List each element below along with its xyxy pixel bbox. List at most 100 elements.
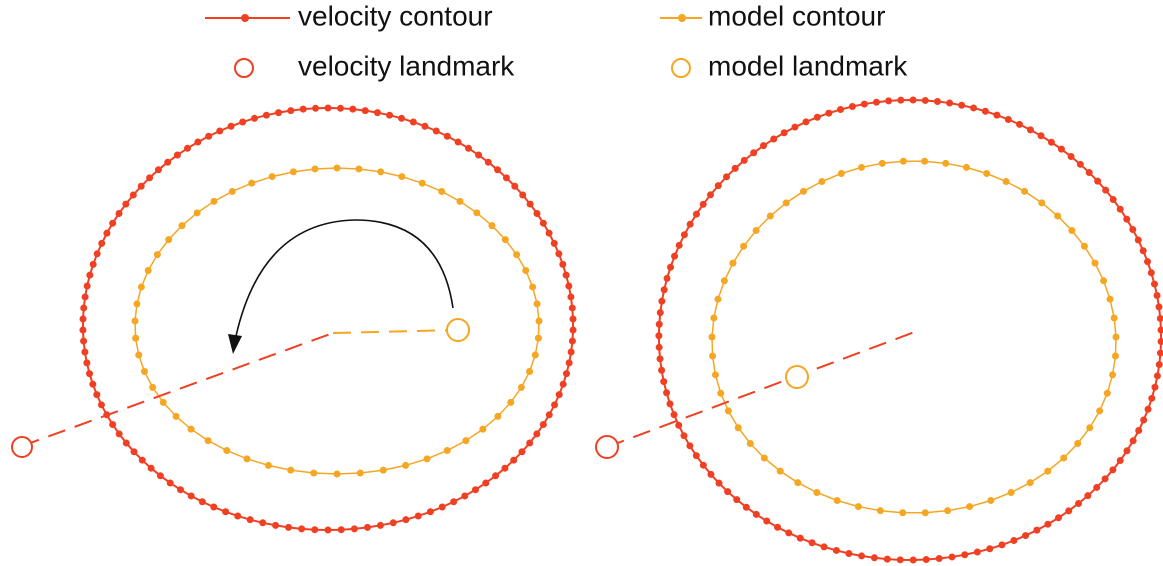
contour-point xyxy=(987,496,995,504)
contour-point xyxy=(1140,416,1148,424)
contour-point xyxy=(1047,138,1055,146)
contour-point xyxy=(858,552,866,560)
contour-point xyxy=(287,107,295,115)
contour-point xyxy=(1101,475,1109,483)
contour-point xyxy=(501,464,509,472)
contour-point xyxy=(264,461,272,469)
contour-point xyxy=(97,401,105,409)
contour-point xyxy=(1103,389,1111,397)
contour-point xyxy=(545,229,553,237)
contour-point xyxy=(663,389,671,397)
contour-point xyxy=(1144,258,1152,266)
contour-point xyxy=(1022,532,1030,540)
contour-point xyxy=(555,391,563,399)
contour-point xyxy=(1054,212,1062,220)
contour-point xyxy=(699,200,707,208)
contour-point xyxy=(443,447,451,455)
contour-point xyxy=(1156,349,1163,357)
contour-point xyxy=(262,111,270,119)
contour-point xyxy=(89,380,97,388)
contour-point xyxy=(1153,372,1161,380)
contour-point xyxy=(98,239,106,247)
contour-point xyxy=(998,541,1006,549)
contour-point xyxy=(86,370,94,378)
contour-point xyxy=(944,507,952,515)
contour-point xyxy=(438,503,446,511)
contour-point xyxy=(1123,215,1131,223)
contour-point xyxy=(533,300,541,308)
legend-marker xyxy=(234,58,254,78)
contour-point xyxy=(671,252,679,260)
contour-point xyxy=(535,317,543,325)
contour-point xyxy=(1111,352,1119,360)
contour-point xyxy=(187,425,195,433)
contour-point xyxy=(137,283,145,291)
contour-point xyxy=(1086,424,1094,432)
contour-point xyxy=(93,250,101,258)
contour-point xyxy=(187,492,195,500)
contour-point xyxy=(666,400,674,408)
contour-point xyxy=(714,182,722,190)
contour-point xyxy=(510,456,518,464)
contour-point xyxy=(250,114,258,122)
contour-point xyxy=(858,163,866,171)
contour-point xyxy=(935,555,943,563)
contour-point xyxy=(961,551,969,559)
contour-point xyxy=(379,466,387,474)
contour-point xyxy=(709,352,717,360)
contour-point xyxy=(421,122,429,130)
contour-point xyxy=(656,355,664,363)
contour-point xyxy=(488,222,496,230)
contour-point xyxy=(569,315,577,323)
contour-point xyxy=(663,274,671,282)
contour-point xyxy=(667,263,675,271)
contour-point xyxy=(813,488,821,496)
contour-point xyxy=(876,507,884,515)
velocity-axis xyxy=(606,329,921,448)
contour-point xyxy=(373,109,381,117)
contour-point xyxy=(289,168,297,176)
contour-point xyxy=(456,197,464,205)
contour-point xyxy=(227,122,235,130)
contour-point xyxy=(1134,236,1142,244)
contour-point xyxy=(173,151,181,159)
contour-point xyxy=(1091,259,1099,267)
contour-point xyxy=(837,106,845,114)
contour-point xyxy=(519,191,527,199)
contour-point xyxy=(1033,526,1041,534)
contour-point xyxy=(86,271,94,279)
contour-point xyxy=(398,114,406,122)
contour-point xyxy=(333,470,341,478)
contour-point xyxy=(144,266,152,274)
legend-marker xyxy=(671,58,691,78)
contour-point xyxy=(299,105,307,113)
contour-point xyxy=(796,534,804,542)
contour-point xyxy=(122,200,130,208)
contour-point xyxy=(1010,537,1018,545)
contour-point xyxy=(81,293,89,301)
contour-point xyxy=(565,282,573,290)
contour-point xyxy=(1135,427,1143,435)
contour-point xyxy=(409,118,417,126)
legend-dot xyxy=(678,14,686,22)
contour-point xyxy=(878,159,886,167)
contour-point xyxy=(418,179,426,187)
contour-point xyxy=(1060,454,1068,462)
legend-label: model landmark xyxy=(708,50,908,81)
contour-point xyxy=(131,317,139,325)
contour-point xyxy=(1144,405,1152,413)
velocity-landmark xyxy=(595,435,619,459)
contour-point xyxy=(198,498,206,506)
contour-point xyxy=(386,111,394,119)
contour-point xyxy=(210,503,218,511)
contour-point xyxy=(1150,280,1158,288)
contour-point xyxy=(686,220,694,228)
contour-point xyxy=(507,398,515,406)
contour-point xyxy=(423,455,431,463)
contour-point xyxy=(529,283,537,291)
contour-point xyxy=(1106,295,1114,303)
contour-point xyxy=(922,556,930,564)
contour-point xyxy=(833,496,841,504)
contour-point xyxy=(234,512,242,520)
contour-point xyxy=(966,503,974,511)
